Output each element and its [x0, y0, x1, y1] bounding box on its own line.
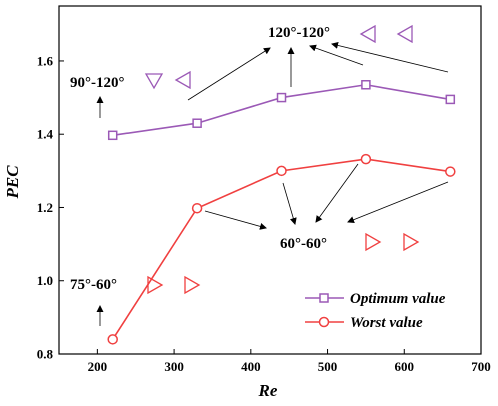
arrow-60-60-a — [204, 210, 267, 230]
right-triangle-icon — [365, 232, 382, 252]
arrow-120-120-a — [187, 47, 271, 101]
x-tick-label: 500 — [318, 359, 338, 374]
arrow-60-60-c — [315, 163, 359, 223]
arrow-120-120-d — [331, 42, 449, 73]
arrow-120-120-c — [309, 44, 364, 66]
y-axis-ticks: 0.8 1.0 1.2 1.4 1.6 — [37, 53, 64, 362]
annotation-75-60: 75°-60° — [70, 277, 117, 293]
legend-optimum-label: Optimum value — [350, 291, 446, 307]
worst-data-point — [107, 334, 118, 345]
down-triangle-icon — [144, 73, 164, 90]
x-axis-label: Re — [258, 381, 278, 400]
worst-data-point — [276, 165, 287, 177]
left-triangle-icon — [359, 24, 376, 44]
legend-worst-marker — [318, 316, 330, 328]
legend: Optimum value Worst value — [305, 291, 446, 331]
annotation-60-60: 60°-60° — [280, 236, 327, 252]
annotation-90-120: 90°-120° — [70, 75, 125, 91]
plot-frame — [58, 5, 482, 355]
y-axis-label: PEC — [3, 165, 22, 200]
y-tick-label: 1.0 — [37, 273, 53, 288]
worst-data-point — [360, 153, 372, 165]
worst-data-point — [445, 166, 456, 177]
series-markers — [107, 80, 456, 345]
y-tick-label: 1.6 — [37, 53, 54, 68]
x-tick-label: 400 — [241, 359, 261, 374]
x-tick-label: 600 — [395, 359, 415, 374]
annotation-arrows — [96, 42, 449, 326]
right-triangle-icon — [403, 232, 420, 252]
left-triangle-icon — [396, 24, 413, 44]
legend-worst-label: Worst value — [350, 315, 423, 331]
optimum-data-point — [445, 94, 456, 105]
optimum-data-point — [107, 130, 118, 141]
worst-data-point — [191, 202, 203, 214]
series-line-optimum — [112, 83, 451, 137]
right-triangle-icon — [147, 275, 164, 295]
optimum-data-point — [361, 80, 371, 90]
left-triangle-icon — [174, 70, 191, 90]
y-tick-label: 0.8 — [37, 347, 54, 362]
y-tick-label: 1.4 — [37, 127, 54, 142]
legend-optimum-marker — [319, 293, 329, 303]
x-axis-ticks: 200 300 400 500 600 700 — [88, 349, 491, 374]
arrow-60-60-d — [347, 181, 449, 224]
optimum-data-point — [192, 118, 202, 128]
optimum-data-point — [276, 92, 287, 103]
x-tick-label: 300 — [164, 359, 184, 374]
annotation-triangle-icons — [144, 24, 420, 295]
x-tick-label: 700 — [471, 359, 491, 374]
y-tick-label: 1.2 — [37, 200, 53, 215]
x-tick-label: 200 — [88, 359, 108, 374]
annotation-120-120: 120°-120° — [268, 25, 330, 41]
arrow-60-60-b — [282, 182, 297, 225]
right-triangle-icon — [184, 275, 201, 295]
